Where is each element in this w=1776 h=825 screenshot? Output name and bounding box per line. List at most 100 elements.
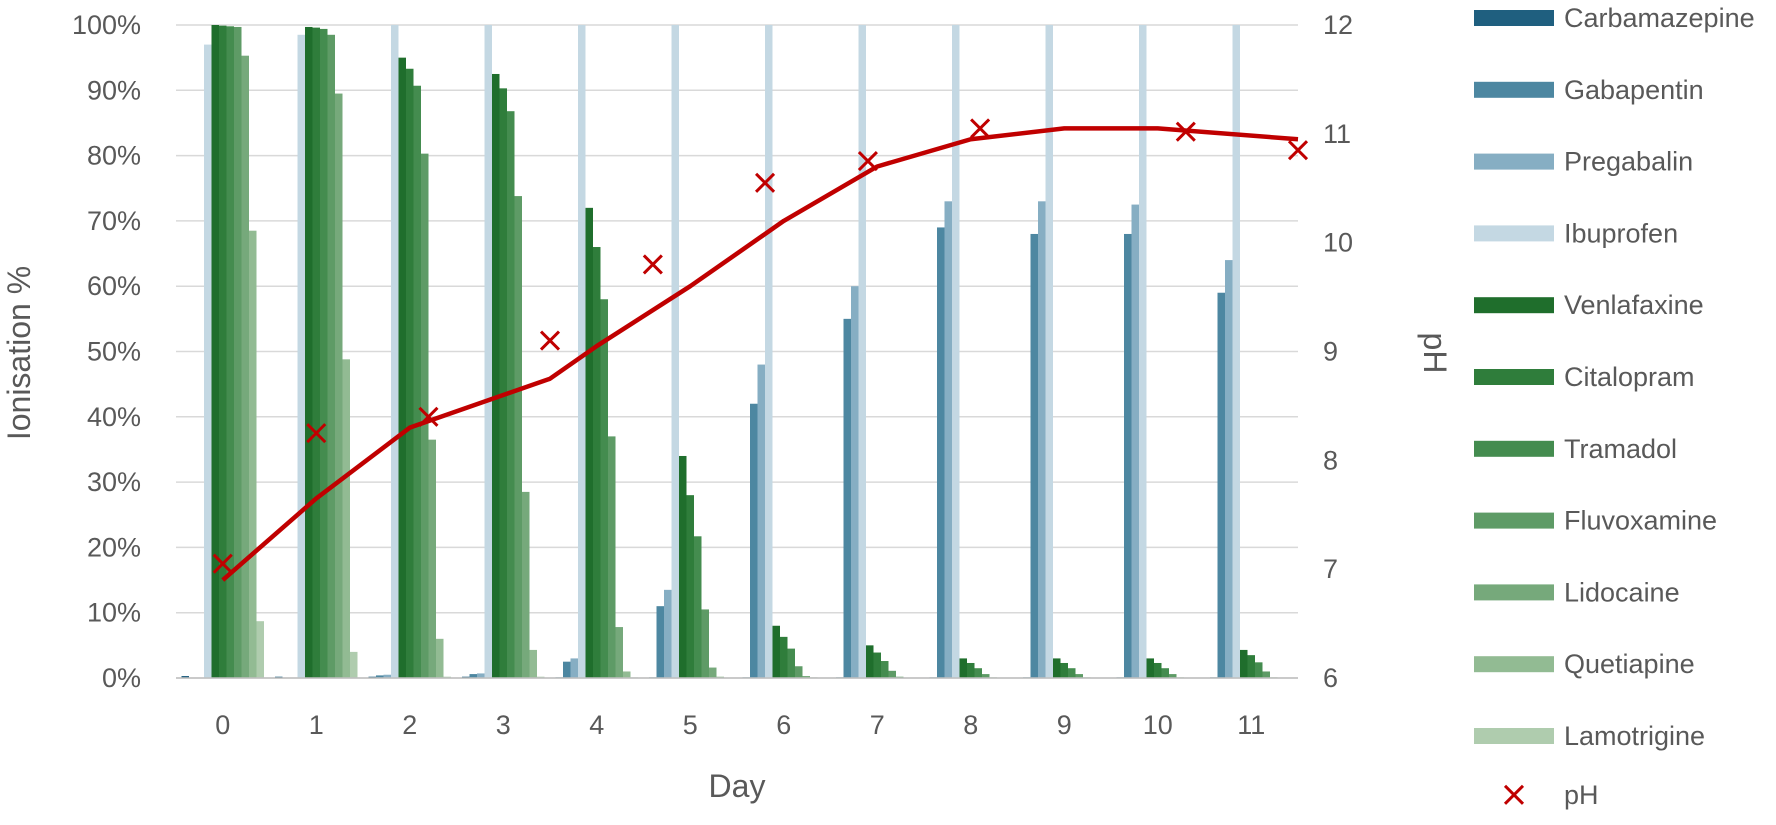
bar	[671, 25, 679, 678]
legend-swatch	[1474, 512, 1554, 529]
ph-point	[857, 150, 878, 172]
bar	[1060, 662, 1068, 678]
bar	[1225, 260, 1233, 678]
y2-tick-label: 10	[1323, 228, 1353, 258]
bar	[709, 667, 717, 678]
legend-label: Pregabalin	[1564, 147, 1693, 177]
bar	[211, 25, 219, 678]
bar	[1154, 662, 1162, 678]
bar	[226, 26, 234, 678]
bar	[391, 25, 399, 678]
x-tick-label: 5	[683, 710, 698, 740]
legend-swatch	[1474, 10, 1554, 26]
bar	[234, 26, 242, 679]
bar	[1053, 658, 1061, 678]
y2-axis-title: pH	[1417, 333, 1453, 374]
legend-label: Ibuprofen	[1564, 218, 1678, 248]
legend-label: Fluvoxamine	[1564, 506, 1717, 536]
ph-point	[539, 330, 561, 351]
bar	[974, 668, 982, 678]
legend-label: Lamotrigine	[1564, 721, 1705, 751]
bar	[795, 666, 803, 678]
y-tick-label: 90%	[87, 75, 141, 105]
y-tick-label: 50%	[87, 337, 141, 367]
bar	[967, 662, 975, 678]
bar	[320, 28, 328, 679]
legend-swatch	[1474, 656, 1554, 673]
bar	[757, 364, 765, 678]
ph-trend-line	[221, 126, 1299, 582]
bar	[780, 636, 788, 678]
x-tick-label: 11	[1237, 710, 1265, 740]
bar	[873, 652, 881, 678]
bar	[241, 55, 249, 679]
legend: Carbamazepine Gabapentin Pregabalin Ibuprof…	[1474, 3, 1755, 810]
ph-point	[642, 254, 663, 275]
y2-tick-label: 11	[1323, 119, 1351, 149]
x-tick-label: 1	[309, 710, 324, 740]
legend-swatch	[1474, 369, 1554, 385]
bar	[398, 57, 406, 678]
y-tick-label: 100%	[72, 10, 141, 40]
bar	[952, 25, 960, 678]
bar	[593, 247, 601, 678]
ph-point	[970, 118, 991, 139]
bar	[529, 649, 537, 678]
bar	[600, 299, 608, 678]
bar	[219, 25, 227, 678]
bar	[499, 88, 507, 678]
bar	[959, 658, 967, 678]
bar	[787, 648, 795, 678]
legend-label: Citalopram	[1564, 362, 1695, 392]
ph-trend	[221, 126, 1299, 582]
bar	[881, 661, 889, 678]
bar	[701, 609, 709, 678]
bar	[1247, 655, 1255, 678]
bar	[406, 68, 414, 679]
bar	[750, 403, 758, 678]
legend-label: Gabapentin	[1564, 75, 1704, 105]
x-tick-label: 2	[402, 710, 417, 740]
bar	[335, 93, 343, 678]
y-tick-label: 80%	[87, 141, 141, 171]
ph-point	[212, 553, 233, 574]
bar	[436, 638, 444, 678]
bar	[623, 671, 631, 678]
legend-label: Tramadol	[1564, 434, 1677, 464]
bar	[608, 436, 616, 678]
bar	[772, 625, 780, 678]
bar	[888, 670, 896, 678]
y-tick-label: 60%	[87, 271, 141, 301]
bar	[1217, 292, 1225, 678]
axes: 0%10%20%30%40%50%60%70%80%90%100%6789101…	[72, 10, 1353, 740]
bar	[297, 34, 305, 679]
bar	[578, 25, 586, 678]
ph-points	[212, 118, 1309, 574]
bar	[492, 73, 500, 679]
bar	[1146, 658, 1154, 678]
legend-swatch	[1474, 584, 1554, 601]
ph-point	[754, 172, 776, 193]
x-tick-label: 3	[496, 710, 511, 740]
y2-tick-label: 12	[1323, 10, 1353, 40]
bar	[1045, 25, 1053, 678]
bar	[679, 455, 687, 678]
bar	[350, 651, 358, 678]
bar	[312, 27, 320, 678]
bar	[1255, 662, 1263, 678]
x-tick-label: 7	[870, 710, 885, 740]
bar	[421, 153, 429, 679]
bar	[563, 661, 571, 678]
ph-point	[1175, 121, 1196, 142]
legend-label: Quetiapine	[1564, 649, 1695, 679]
x-tick-label: 4	[589, 710, 604, 740]
legend-label: pH	[1564, 780, 1599, 810]
legend-label: Venlafaxine	[1564, 290, 1704, 320]
ph-point	[306, 423, 327, 444]
bar	[1038, 201, 1046, 678]
legend-marker	[1503, 784, 1525, 805]
y-axis-title: Ionisation %	[1, 266, 37, 440]
y-tick-label: 30%	[87, 467, 141, 497]
bar	[765, 25, 773, 678]
